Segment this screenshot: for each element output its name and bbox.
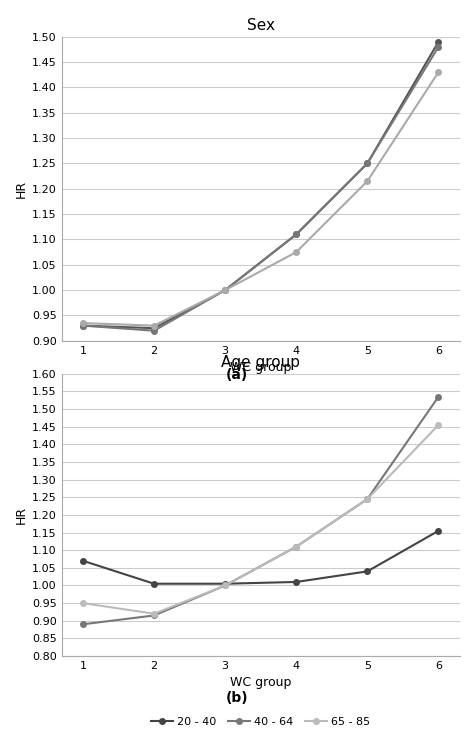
Legend: 20 - 40, 40 - 64, 65 - 85: 20 - 40, 40 - 64, 65 - 85	[146, 712, 375, 732]
Women	[80, 319, 86, 328]
Total	[436, 37, 441, 46]
65 - 85	[365, 495, 370, 504]
Total	[222, 286, 228, 295]
40 - 64	[436, 392, 441, 401]
65 - 85	[222, 581, 228, 590]
Text: (b): (b)	[226, 690, 248, 705]
Line: 40 - 64: 40 - 64	[80, 394, 441, 627]
65 - 85	[293, 542, 299, 551]
20 - 40	[365, 567, 370, 576]
Line: Total: Total	[80, 39, 441, 331]
Title: Age group: Age group	[221, 355, 300, 370]
65 - 85	[151, 609, 157, 618]
40 - 64	[365, 495, 370, 504]
20 - 40	[151, 579, 157, 588]
Men	[365, 159, 370, 168]
Men	[436, 43, 441, 51]
Men	[80, 321, 86, 330]
Line: 20 - 40: 20 - 40	[80, 528, 441, 586]
Men	[293, 230, 299, 239]
40 - 64	[222, 581, 228, 590]
Line: 65 - 85: 65 - 85	[80, 422, 441, 616]
Women	[222, 286, 228, 295]
Women	[151, 321, 157, 330]
65 - 85	[436, 421, 441, 430]
Women	[436, 67, 441, 76]
Total	[151, 324, 157, 333]
20 - 40	[436, 526, 441, 535]
40 - 64	[80, 620, 86, 629]
20 - 40	[293, 578, 299, 586]
Women	[365, 177, 370, 185]
20 - 40	[222, 579, 228, 588]
Men	[222, 286, 228, 295]
Total	[80, 321, 86, 330]
40 - 64	[293, 542, 299, 551]
Men	[151, 326, 157, 335]
Total	[293, 230, 299, 239]
Text: (a): (a)	[226, 368, 248, 383]
Y-axis label: HR: HR	[15, 180, 28, 198]
65 - 85	[80, 599, 86, 608]
Legend: Total, Men, Women: Total, Men, Women	[159, 401, 362, 420]
Total	[365, 159, 370, 168]
20 - 40	[80, 556, 86, 565]
Line: Men: Men	[80, 44, 441, 334]
Title: Sex: Sex	[246, 18, 275, 33]
X-axis label: WC group: WC group	[230, 361, 292, 375]
Line: Women: Women	[80, 70, 441, 328]
40 - 64	[151, 611, 157, 620]
Y-axis label: HR: HR	[15, 506, 28, 524]
Women	[293, 248, 299, 257]
X-axis label: WC group: WC group	[230, 677, 292, 690]
